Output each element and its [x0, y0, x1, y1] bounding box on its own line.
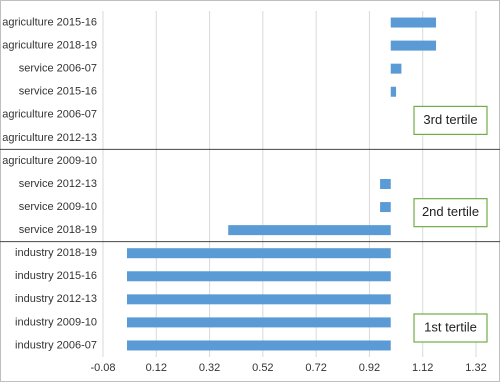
- x-tick-label: 0.72: [305, 362, 326, 374]
- bar: [390, 63, 402, 74]
- group-label: 1st tertile: [424, 319, 477, 334]
- x-tick-label: 0.52: [252, 362, 273, 374]
- y-tick-label: agriculture 2006-07: [2, 109, 97, 121]
- bar: [390, 17, 437, 28]
- group-box: [413, 105, 488, 136]
- y-tick-label: agriculture 2009-10: [2, 155, 97, 167]
- x-tick-label: 0.92: [359, 362, 380, 374]
- y-tick-label: industry 2009-10: [15, 316, 97, 328]
- bar: [126, 294, 391, 305]
- bar: [380, 179, 391, 189]
- bar: [228, 225, 391, 236]
- bar: [390, 86, 397, 97]
- y-tick-label: industry 2006-07: [15, 339, 97, 351]
- x-tick-label: 1.32: [465, 362, 486, 374]
- y-tick-label: industry 2018-19: [15, 247, 97, 259]
- bar: [126, 271, 391, 282]
- y-tick-label: industry 2015-16: [15, 270, 97, 282]
- x-tick-label: 0.12: [146, 362, 167, 374]
- y-tick-label: service 2009-10: [19, 201, 97, 213]
- bar: [390, 40, 437, 51]
- group-box: [413, 313, 488, 343]
- x-tick-label: -0.08: [90, 362, 115, 374]
- group-label: 3rd tertile: [423, 112, 477, 127]
- bar: [126, 317, 391, 328]
- y-tick-label: service 2012-13: [19, 178, 97, 190]
- y-tick-label: service 2018-19: [19, 224, 97, 236]
- x-tick-label: 1.12: [412, 362, 433, 374]
- group-box: [413, 198, 488, 228]
- y-tick-label: agriculture 2012-13: [2, 132, 97, 144]
- y-tick-label: service 2006-07: [19, 63, 97, 75]
- y-tick-label: industry 2012-13: [15, 293, 97, 305]
- y-tick-label: agriculture 2018-19: [2, 40, 97, 52]
- bar: [126, 340, 391, 351]
- y-tick-label: agriculture 2015-16: [2, 16, 97, 28]
- bar: [380, 202, 391, 213]
- bar: [126, 248, 391, 259]
- x-tick-label: 0.32: [199, 362, 220, 374]
- group-label: 2nd tertile: [422, 204, 479, 219]
- y-tick-label: service 2015-16: [19, 86, 97, 98]
